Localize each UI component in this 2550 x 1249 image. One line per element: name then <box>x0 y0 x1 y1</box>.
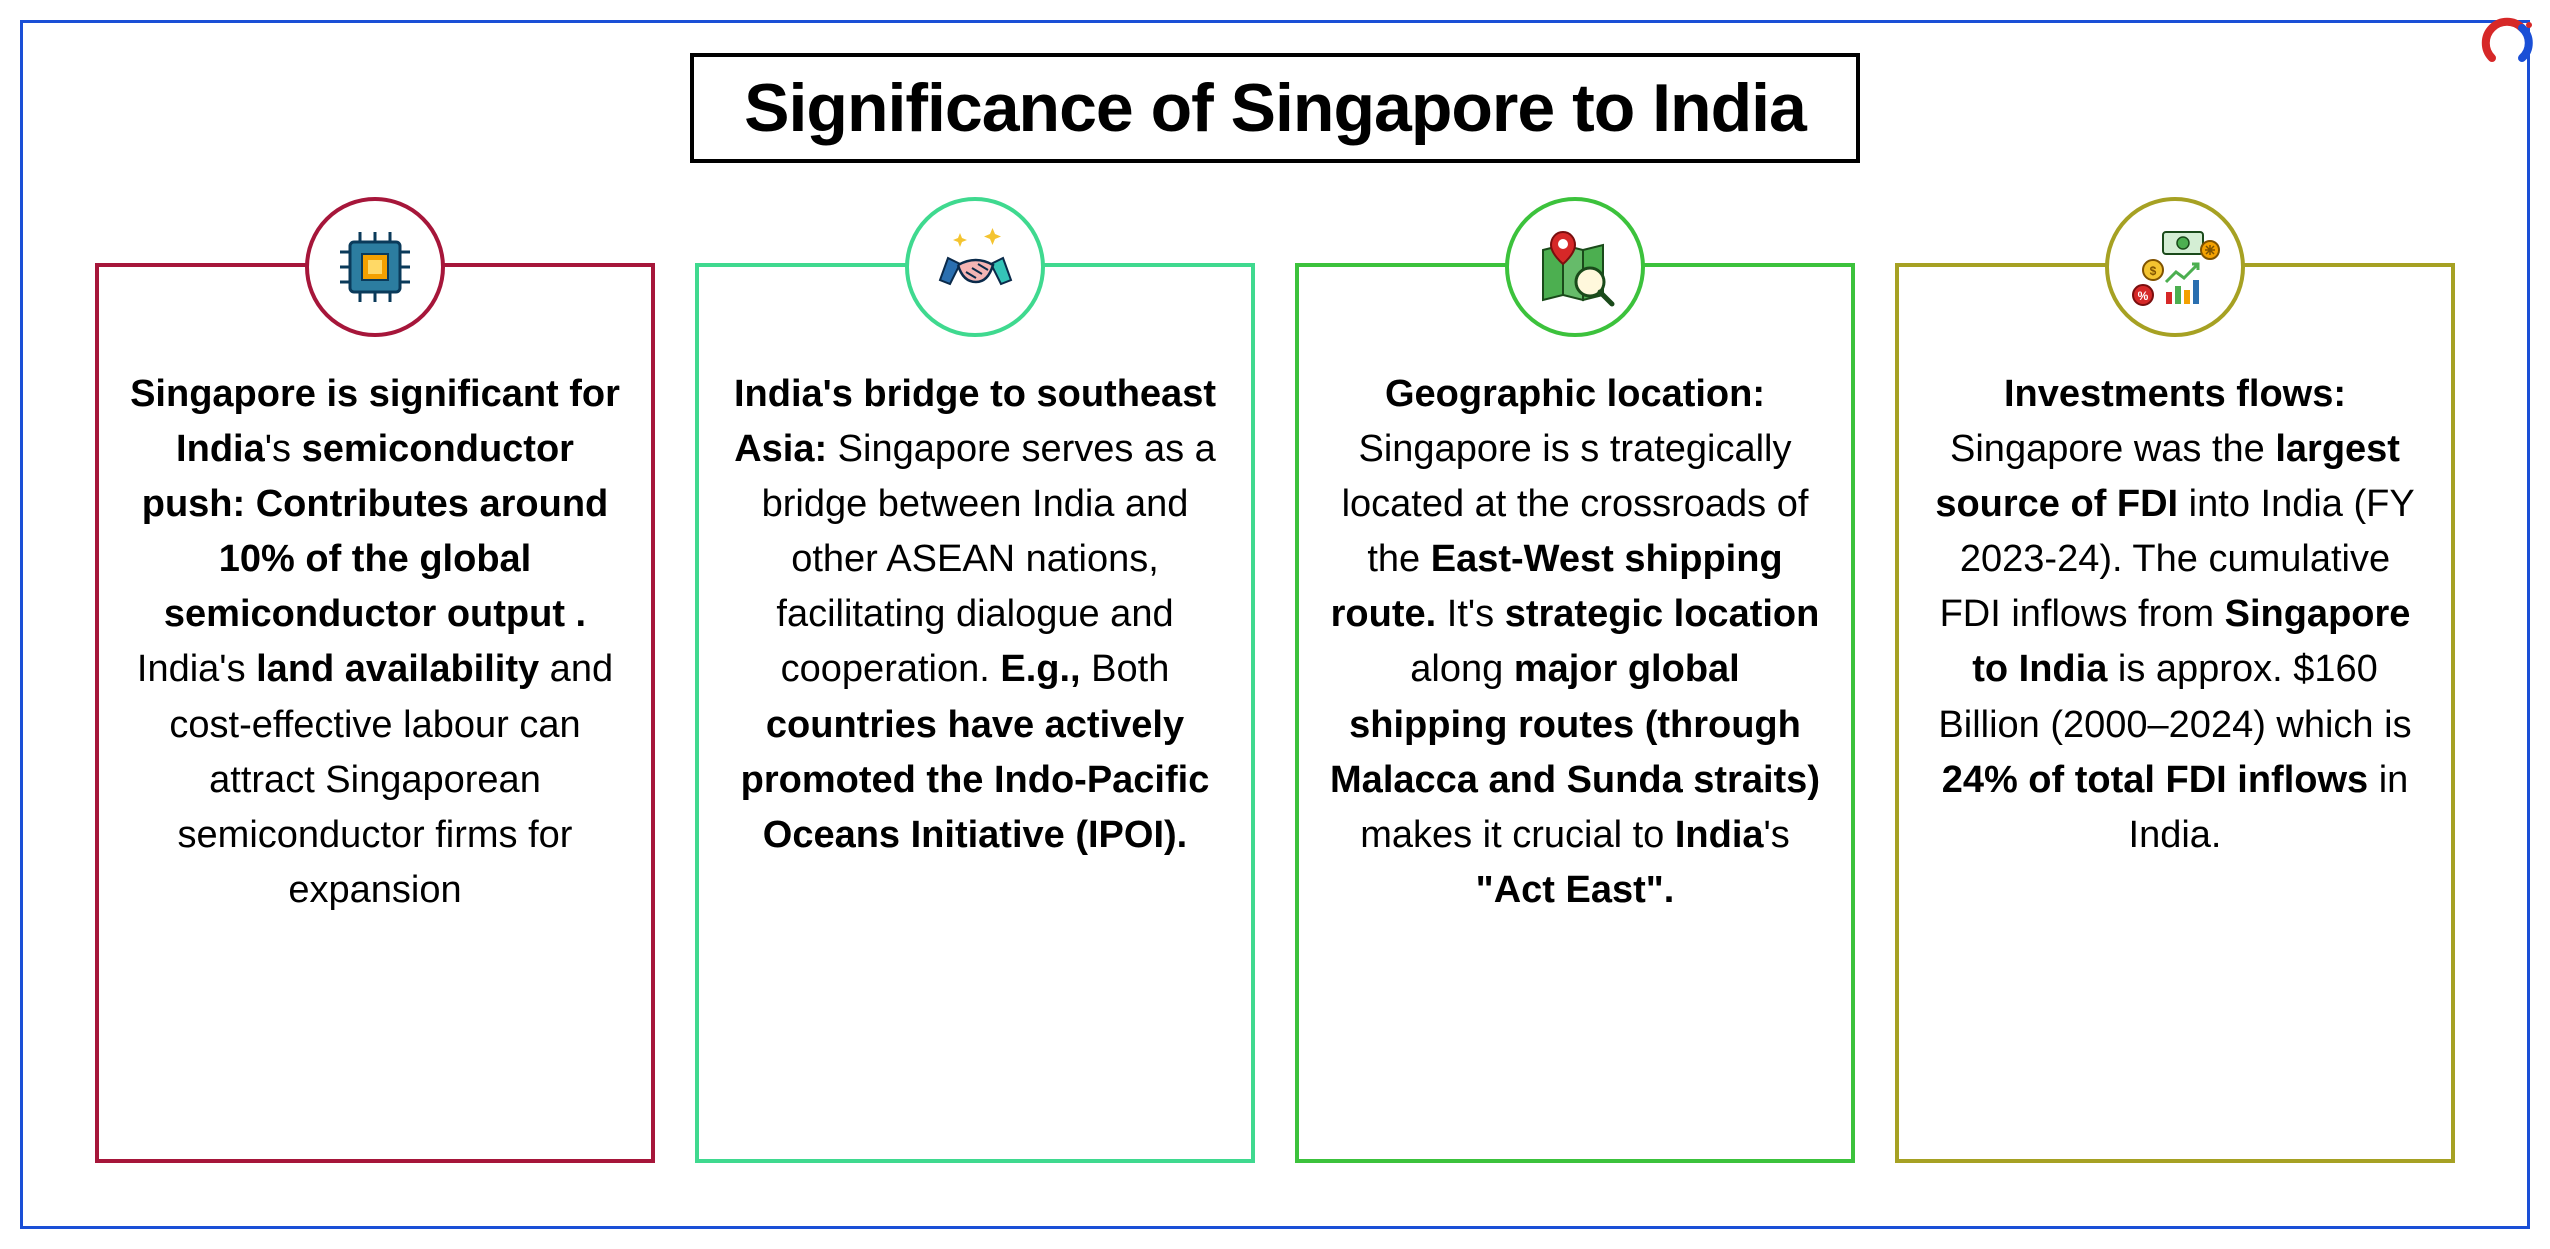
t: land availability <box>256 648 539 690</box>
svg-text:%: % <box>2137 289 2148 303</box>
t: It's <box>1436 593 1505 635</box>
infographic-frame: Significance of Singapore to India <box>20 20 2530 1229</box>
t: India's <box>137 648 256 690</box>
card-bridge-body: India's bridge to southeast Asia: Singap… <box>729 367 1221 863</box>
chip-icon <box>305 197 445 337</box>
t: along <box>1410 648 1514 690</box>
t: Both <box>1081 648 1170 690</box>
map-icon <box>1505 197 1645 337</box>
t: major global shipping routes (through Ma… <box>1330 648 1820 800</box>
t: 's <box>1764 814 1790 856</box>
t: makes it crucial to <box>1360 814 1675 856</box>
t: 24% of total FDI inflows <box>1942 759 2368 801</box>
t: strategic location <box>1505 593 1820 635</box>
card-bridge: India's bridge to southeast Asia: Singap… <box>695 263 1255 1163</box>
handshake-icon <box>905 197 1045 337</box>
corner-logo-icon <box>2477 13 2537 73</box>
card-semiconductor-body: Singapore is significant for India's sem… <box>129 367 621 918</box>
title-box: Significance of Singapore to India <box>690 53 1860 163</box>
t: Geographic location: <box>1385 373 1765 415</box>
t: Singapore was the <box>1950 428 2275 470</box>
t: countries have actively promoted the Ind… <box>741 704 1210 856</box>
t: E.g., <box>1000 648 1080 690</box>
cards-row: Singapore is significant for India's sem… <box>63 203 2487 1163</box>
card-location-body: Geographic location: Singapore is s trat… <box>1329 367 1821 918</box>
t: "Act East". <box>1476 869 1675 911</box>
svg-text:$: $ <box>2149 264 2156 278</box>
card-location: Geographic location: Singapore is s trat… <box>1295 263 1855 1163</box>
t: 's <box>265 428 291 470</box>
card-investments-body: Investments flows: Singapore was the lar… <box>1929 367 2421 863</box>
t: 10% of the global semiconductor output . <box>164 538 586 635</box>
card-semiconductor: Singapore is significant for India's sem… <box>95 263 655 1163</box>
t: Investments flows: <box>2004 373 2346 415</box>
card-investments: $ % Investments flows: Singapore was the… <box>1895 263 2455 1163</box>
page-title: Significance of Singapore to India <box>744 69 1806 147</box>
t: India <box>1675 814 1764 856</box>
money-icon: $ % <box>2105 197 2245 337</box>
